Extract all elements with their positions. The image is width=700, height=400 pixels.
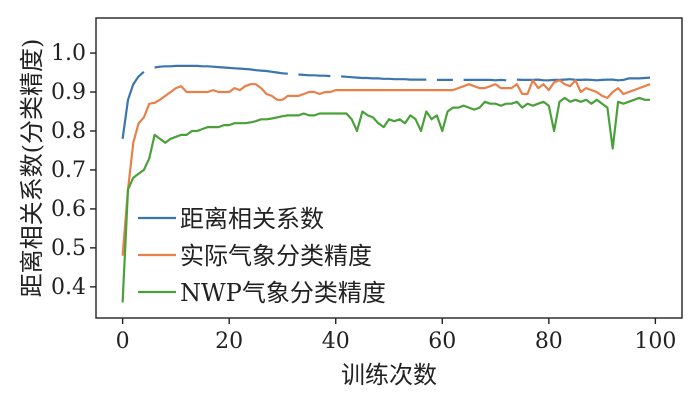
y-tick-label: 0.4 bbox=[51, 275, 86, 300]
plot-background bbox=[96, 18, 682, 318]
legend-label-1: 距离相关系数 bbox=[180, 205, 324, 233]
series-line-3 bbox=[121, 96, 650, 303]
y-tick-label: 0.9 bbox=[51, 80, 86, 105]
x-tick-label: 60 bbox=[428, 329, 456, 354]
x-axis-label: 训练次数 bbox=[341, 361, 437, 389]
x-tick-label: 80 bbox=[535, 329, 563, 354]
series-line-1 bbox=[121, 64, 651, 139]
y-tick-label: 0.5 bbox=[51, 236, 86, 261]
y-tick-label: 0.6 bbox=[51, 197, 86, 222]
x-tick-label: 100 bbox=[634, 329, 676, 354]
y-tick-label: 0.8 bbox=[51, 119, 86, 144]
axes-layer: 0 20 40 60 80 100 0.4 0.5 0.6 0.7 0.8 0.9 1.0 bbox=[51, 17, 683, 354]
y-axis-label: 距离相关系数(分类精度) bbox=[18, 39, 46, 298]
plot-area bbox=[96, 18, 682, 318]
y-tick-label: 1.0 bbox=[51, 41, 86, 66]
plot-frame bbox=[95, 17, 683, 319]
legend-label-2: 实际气象分类精度 bbox=[180, 242, 372, 270]
legend-label-3: NWP气象分类精度 bbox=[180, 279, 386, 307]
x-tick-label: 0 bbox=[116, 329, 130, 354]
x-tick-label: 20 bbox=[215, 329, 243, 354]
series-line-2 bbox=[121, 79, 651, 256]
y-tick-label: 0.7 bbox=[51, 158, 86, 183]
series-layer bbox=[121, 64, 651, 303]
x-tick-label: 40 bbox=[322, 329, 350, 354]
